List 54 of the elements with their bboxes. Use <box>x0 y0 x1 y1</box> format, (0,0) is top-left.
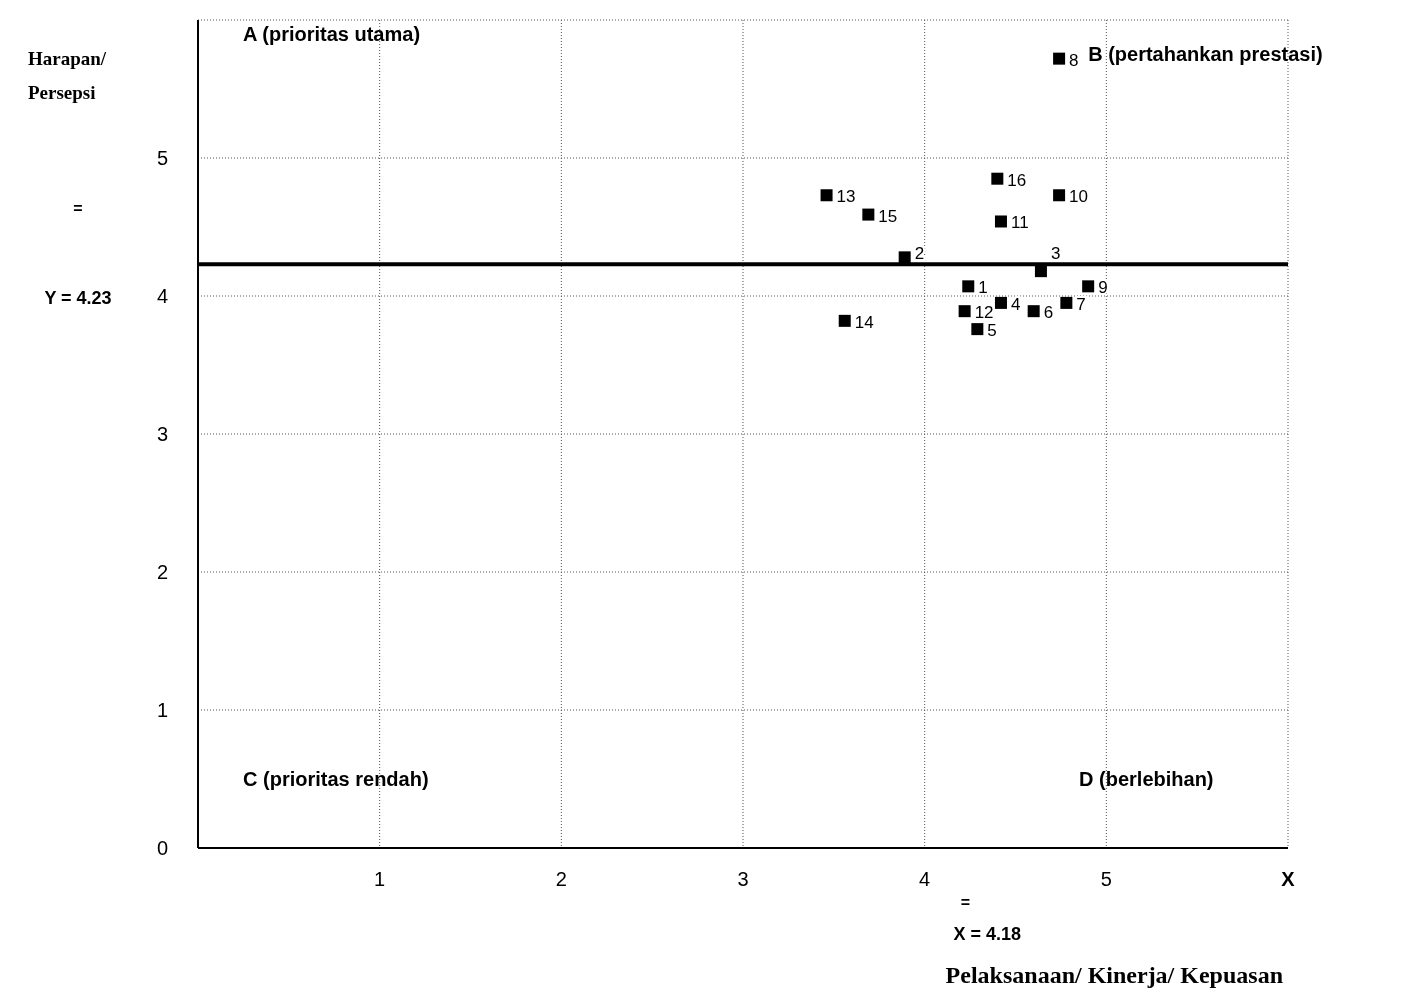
point <box>962 280 975 293</box>
annotation: 8 <box>1069 50 1079 70</box>
y-tick-label: 4 <box>156 285 168 307</box>
y-axis-title: Harapan/ Persepsi <box>28 48 107 103</box>
y-tick-label: 0 <box>156 837 168 859</box>
point <box>862 208 875 221</box>
annotation: 15 <box>878 206 898 226</box>
point <box>994 296 1007 309</box>
point <box>1082 280 1095 293</box>
point <box>1060 296 1073 309</box>
annotation: 7 <box>1076 294 1086 314</box>
point <box>958 305 971 318</box>
point <box>838 314 851 327</box>
annotation: 1 <box>978 278 988 298</box>
y-tick-label: 3 <box>156 423 168 445</box>
x-tick-label: 4 <box>919 868 931 890</box>
annotation: 4 <box>1010 294 1021 314</box>
annotation: B (pertahankan prestasi) <box>1088 43 1323 66</box>
point <box>971 323 984 336</box>
x-tick-label: 5 <box>1100 868 1112 890</box>
text: X = 4.18 <box>953 924 1022 944</box>
text: = <box>73 200 83 218</box>
annotation: 9 <box>1098 278 1108 298</box>
y-tick-label: 1 <box>156 699 168 721</box>
x-axis-title: Pelaksanaan/ Kinerja/ Kepuasan <box>945 962 1283 988</box>
x-tick-label: X <box>1281 868 1296 890</box>
annotation: 5 <box>987 321 997 341</box>
annotation: D (berlebihan) <box>1079 767 1214 790</box>
point <box>1053 52 1066 65</box>
point <box>994 215 1007 228</box>
point <box>1053 189 1066 202</box>
annotation: 2 <box>914 244 925 264</box>
annotation: 12 <box>974 303 994 323</box>
annotation: 16 <box>1007 170 1027 190</box>
annotation: 14 <box>854 312 874 332</box>
point <box>1027 305 1040 318</box>
point <box>991 172 1004 185</box>
text: = <box>960 894 971 911</box>
point <box>898 251 911 264</box>
annotation: 6 <box>1043 303 1054 323</box>
ref-line-label: Y = 4.23 <box>44 288 112 309</box>
annotation: 3 <box>1050 244 1061 264</box>
annotation: 11 <box>1010 213 1029 233</box>
annotation: A (prioritas utama) <box>243 22 421 45</box>
annotation: 10 <box>1069 187 1089 207</box>
annotation: C (prioritas rendah) <box>243 767 429 790</box>
x-tick-label: 3 <box>737 868 749 890</box>
y-tick-label: 2 <box>156 561 168 583</box>
y-tick-label: 5 <box>156 147 168 169</box>
annotation: 13 <box>836 187 856 207</box>
point <box>1034 265 1047 278</box>
point <box>820 189 833 202</box>
x-tick-label: 2 <box>555 868 567 890</box>
x-tick-label: 1 <box>374 868 386 890</box>
